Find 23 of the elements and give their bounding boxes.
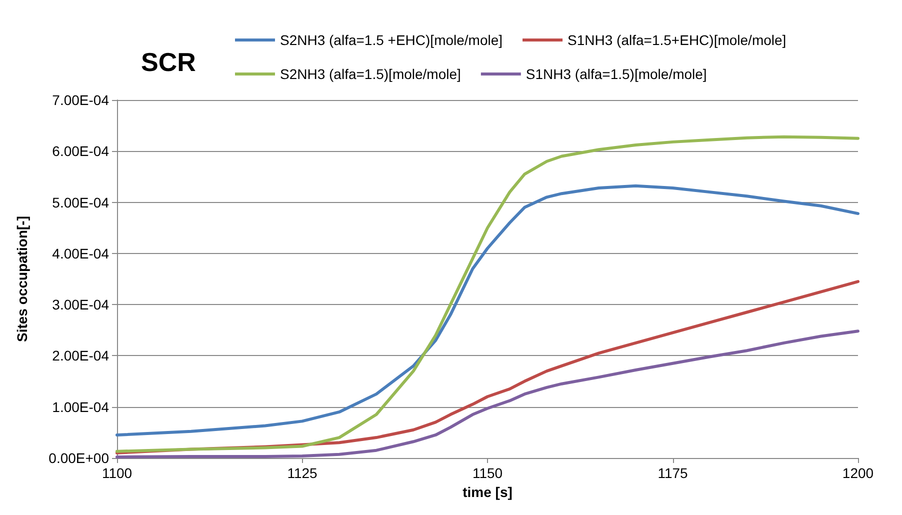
legend-label: S2NH3 (alfa=1.5)[mole/mole] <box>280 66 461 82</box>
x-axis-title: time [s] <box>462 484 512 500</box>
y-tick-label: 2.00E-04 <box>52 348 110 364</box>
y-axis-title: Sites occupation[-] <box>14 216 30 342</box>
legend-label: S1NH3 (alfa=1.5+EHC)[mole/mole] <box>568 32 786 48</box>
y-tick-label: 3.00E-04 <box>52 296 110 313</box>
x-tick-label: 1100 <box>102 465 132 481</box>
x-tick-label: 1125 <box>287 465 318 481</box>
legend-label: S2NH3 (alfa=1.5 +EHC)[mole/mole] <box>280 32 503 48</box>
y-tick-label: 7.00E-04 <box>52 92 110 108</box>
line-series <box>116 135 860 453</box>
x-tick-label: 1150 <box>472 465 503 481</box>
line-series <box>116 184 860 436</box>
legend-label: S1NH3 (alfa=1.5)[mole/mole] <box>526 66 707 82</box>
chart-title: SCR <box>141 47 196 77</box>
y-tick-label: 1.00E-04 <box>52 398 110 415</box>
y-tick-label: 0.00E+00 <box>48 450 110 466</box>
y-tick-label: 6.00E-04 <box>52 143 110 160</box>
x-tick-label: 1200 <box>842 465 874 481</box>
x-tick-label: 1175 <box>658 465 688 481</box>
y-tick-label: 5.00E-04 <box>52 194 110 210</box>
line-series <box>116 330 860 458</box>
y-tick-label: 4.00E-04 <box>52 245 110 262</box>
